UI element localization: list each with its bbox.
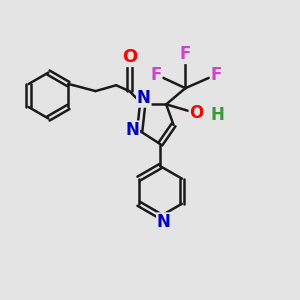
Text: N: N: [137, 89, 151, 107]
Text: O: O: [122, 48, 137, 66]
Text: N: N: [157, 213, 171, 231]
Text: F: F: [211, 66, 222, 84]
Text: N: N: [125, 121, 139, 139]
Text: H: H: [210, 106, 224, 124]
Text: F: F: [180, 45, 191, 63]
Text: O: O: [189, 104, 204, 122]
Text: F: F: [150, 66, 162, 84]
